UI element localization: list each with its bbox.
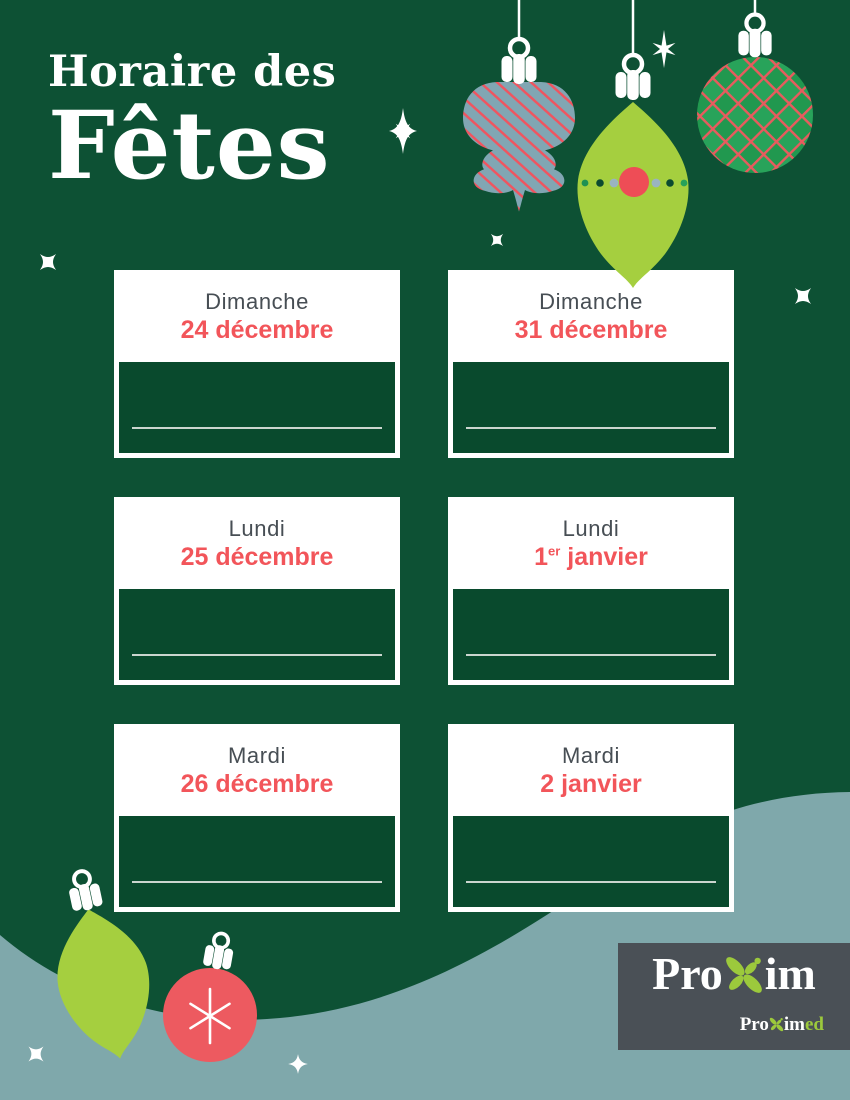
card-hours-panel [453,816,729,907]
card-day-label: Dimanche [205,289,309,314]
card-date-label: 31 décembre [514,316,668,345]
card-hours-panel [119,816,395,907]
plaid-ball-ornament [697,15,813,173]
schedule-card-jan-1: Lundi 1er janvier [448,497,734,685]
hours-blank-line [132,881,382,883]
ornament-dots [581,167,688,197]
card-header: Dimanche 31 décembre [453,275,729,362]
card-hours-panel [453,362,729,453]
card-header: Lundi 25 décembre [119,502,395,589]
schedule-card-dec-25: Lundi 25 décembre [114,497,400,685]
title-line-1: Horaire des [48,47,337,97]
proxim-logo-box: Pro im Pro imed [618,943,850,1050]
cross-sparkle [786,279,820,313]
proximed-wordmark: Pro imed [739,1014,824,1035]
card-header: Mardi 26 décembre [119,729,395,816]
hours-blank-line [132,427,382,429]
card-day-label: Lundi [562,516,620,541]
card-day-label: Dimanche [539,289,643,314]
six-point-sparkle [651,30,677,68]
schedule-card-jan-2: Mardi 2 janvier [448,724,734,912]
proxim-wordmark: Pro im [652,948,816,999]
cross-sparkle [484,227,510,253]
ornament-cap [616,55,651,100]
card-date-label: 2 janvier [540,770,642,799]
dotted-drop-ornament [577,55,689,288]
card-day-label: Mardi [561,743,620,768]
card-day-label: Mardi [227,743,286,768]
hours-blank-line [466,654,716,656]
hours-blank-line [466,427,716,429]
card-hours-panel [119,362,395,453]
cross-sparkle [31,245,65,279]
schedule-card-dec-31: Dimanche 31 décembre [448,270,734,458]
card-hours-panel [119,589,395,680]
hours-blank-line [466,881,716,883]
card-date-label: 26 décembre [180,770,334,799]
card-header: Mardi 2 janvier [453,729,729,816]
petal-x-icon [769,1017,784,1032]
schedule-card-dec-26: Mardi 26 décembre [114,724,400,912]
schedule-card-dec-24: Dimanche 24 décembre [114,270,400,458]
card-hours-panel [453,589,729,680]
striped-finial-ornament [463,39,575,212]
title-line-2: Fêtes [48,91,331,202]
petal-x-icon [725,957,762,993]
card-date-label: 25 décembre [180,543,334,572]
ornament-cap [502,39,537,84]
center-red-dot [619,167,649,197]
eight-point-sparkle [389,108,418,154]
page-title: Horaire des Fêtes [48,47,337,202]
hours-blank-line [132,654,382,656]
card-date-label: 1er janvier [534,543,648,572]
card-day-label: Lundi [228,516,286,541]
card-header: Lundi 1er janvier [453,502,729,589]
ornament-cap [738,15,771,58]
ornament-strings [517,0,757,56]
card-header: Dimanche 24 décembre [119,275,395,362]
card-date-label: 24 décembre [180,316,334,345]
